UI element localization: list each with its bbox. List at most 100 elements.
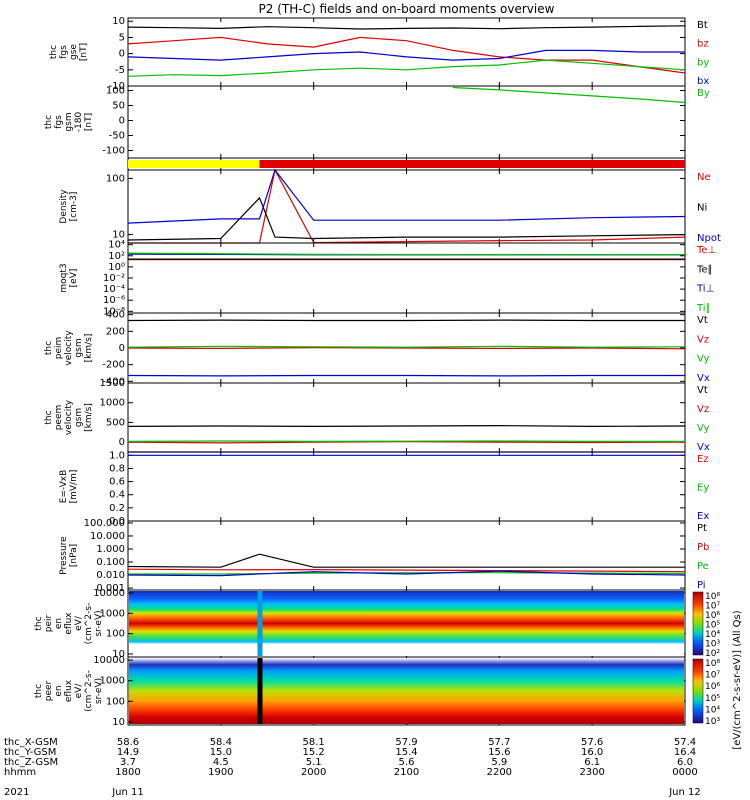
y-tick-label: 50 (112, 101, 125, 112)
y-axis-label: E=-VxB [mV/m] (59, 470, 79, 504)
series-line-Ni (127, 196, 686, 241)
y-axis-label-line: eflux (64, 679, 74, 702)
y-axis-label: thc peer en eflux eV/(cm^2-s-sr-eV) (34, 670, 104, 712)
legend-Vx: Vx (697, 442, 710, 453)
y-axis-label: thc peir en eflux eV/(cm^2-s-sr-eV) (34, 603, 104, 645)
y-tick-label: 500 (106, 417, 125, 428)
date-label-start: Jun 11 (111, 787, 144, 798)
legend-Pt: Pt (697, 523, 707, 534)
y-axis-label-line: peim (54, 337, 64, 360)
axis-row-value: 6.1 (584, 757, 600, 768)
panel-1: thc fgs gse [nT] 10 5 0 -5 -10 Bt bz by bx (49, 16, 709, 92)
y-axis-label-line: [eV] (69, 269, 79, 288)
y-axis-label-line: E=-VxB (59, 470, 69, 504)
series-line-Bt (127, 25, 686, 30)
axis-row-value: 57.7 (488, 737, 510, 748)
y-axis-label-line: fgs (54, 115, 64, 129)
colorbar-tick: 10⁶ (705, 611, 720, 621)
y-tick-label: 10 (112, 16, 125, 27)
y-axis-label-line: [mV/m] (69, 470, 79, 504)
series-line-by (127, 59, 686, 77)
axis-row-value: 5.9 (491, 757, 507, 768)
axis-row-value: 6.0 (677, 757, 693, 768)
y-tick-label: -100 (102, 146, 125, 157)
series-line-Ne (128, 168, 686, 244)
y-tick-label: 10 (112, 717, 125, 728)
series-line-bz (127, 36, 686, 74)
y-tick-label: 10000 (93, 588, 125, 599)
colorbar-tick: 10⁴ (705, 630, 720, 640)
y-axis-label-line: gsm (64, 112, 74, 131)
y-tick-label: 1000 (100, 608, 125, 619)
y-tick-label: 0.4 (109, 490, 125, 501)
y-tick-label: 100 (106, 696, 125, 707)
y-axis-label-line: [cm-3] (69, 192, 79, 222)
y-axis-label-line: [km/s] (84, 334, 94, 363)
y-axis-label-line: peir (44, 614, 54, 632)
panel-frame (127, 520, 686, 591)
series-line-Pi (127, 570, 686, 577)
series-line-Pt (127, 553, 685, 568)
colorbar-tick: 10⁵ (705, 621, 720, 631)
colorbar-label: [eV/(cm^2-s-sr-eV)] (All Qs) (732, 610, 743, 749)
y-tick-label: 0 (119, 437, 125, 448)
panel-9: Pressure [nPa] 100.000 10.000 1.000 0.100 0.01… (59, 518, 709, 594)
y-tick-label: 10⁻⁸ (103, 306, 125, 317)
axis-row-label: hhmm (4, 767, 36, 778)
y-axis-label: thc fgs gsm -180 [nT] (44, 112, 94, 133)
series-line-Vz (127, 346, 686, 350)
y-tick-label: 10.000 (90, 531, 125, 542)
y-axis-label-line: sr-eV) (94, 610, 104, 636)
y-axis-label: moqt3 [eV] (59, 263, 79, 292)
y-axis-label: Pressure [nPa] (59, 536, 79, 575)
y-tick-label: 5 (119, 32, 125, 43)
y-tick-label: 10 (112, 230, 125, 241)
y-axis-label-line: (cm^2-s- (84, 603, 94, 645)
y-axis-label-line: (cm^2-s- (84, 670, 94, 712)
y-tick-label: 200 (106, 326, 125, 337)
series-line-Pb (127, 568, 686, 573)
y-axis-label-line: -180 (74, 112, 84, 133)
y-tick-label: 10⁻⁶ (103, 295, 125, 306)
colorbar-tick: 10⁴ (705, 705, 720, 715)
legend-Ex: Ex (697, 511, 709, 522)
colorbar-tick: 10⁷ (705, 602, 720, 612)
y-axis-label-line: peer (44, 680, 54, 701)
panel-11: thc peer en eflux eV/(cm^2-s-sr-eV) 10000 1000… (34, 655, 720, 728)
date-label-end: Jun 12 (668, 787, 701, 798)
colorbar-tick: 10⁷ (705, 671, 720, 681)
y-tick-label: 100 (106, 86, 125, 97)
y-tick-label: 0.6 (109, 477, 125, 488)
axis-row-value: 57.9 (395, 737, 417, 748)
legend-Vt: Vt (697, 385, 708, 396)
legend-bx: bx (697, 76, 709, 87)
y-axis-label: Density [cm-3] (59, 189, 79, 224)
colorbar-tick: 10⁸ (705, 659, 720, 669)
y-axis-label-line: thc (49, 45, 59, 59)
legend-Ez: Ez (697, 454, 709, 465)
y-axis-label-line: Density (59, 189, 69, 224)
y-tick-label: 10² (108, 251, 125, 262)
y-tick-label: 10⁴ (108, 240, 125, 251)
axis-row-value: 5.1 (306, 757, 322, 768)
axis-row-value: 58.6 (117, 737, 139, 748)
legend-bz: bz (697, 39, 709, 50)
y-axis-label-line: fgs (59, 45, 69, 59)
y-tick-label: 10 (112, 649, 125, 660)
axis-row-value: 2200 (487, 767, 512, 778)
year-label: 2021 (4, 787, 29, 798)
y-tick-label: 100.000 (84, 518, 125, 529)
y-tick-label: -10 (109, 81, 125, 92)
legend-Npot: Npot (697, 233, 721, 244)
panel-4: Density [cm-3] 100 10 Ne Ni Npot (59, 168, 721, 244)
legend-Vx: Vx (697, 373, 710, 384)
legend-Ti∥: Ti∥ (696, 303, 711, 314)
panel-6: thc peim velocity gsm [km/s] 400 200 0 -200 -400 V… (44, 310, 710, 388)
figure-title: P2 (TH-C) fields and on-board moments ov… (258, 2, 555, 16)
series-line-By (452, 86, 686, 104)
y-tick-label: -5 (115, 65, 125, 76)
legend-by: by (697, 57, 709, 68)
y-tick-label: 0.100 (96, 557, 125, 568)
spectrogram-gap (257, 591, 263, 656)
